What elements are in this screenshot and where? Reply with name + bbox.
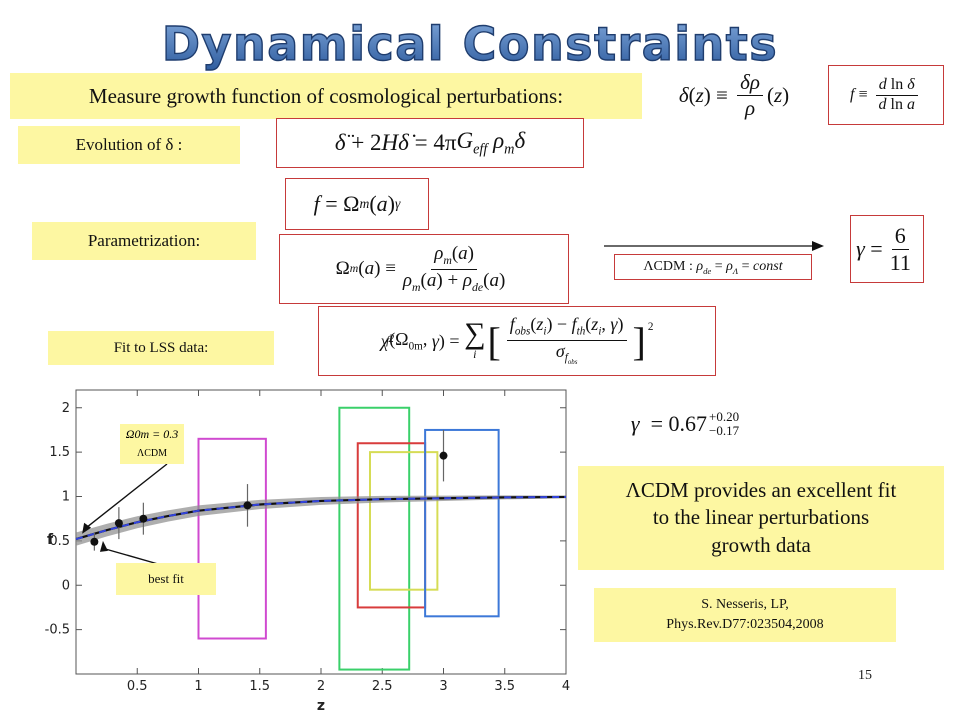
best-fit-label: best fit <box>148 571 184 586</box>
conclusion-box: ΛCDM provides an excellent fit to the li… <box>578 466 944 570</box>
x-tick-label: 1.5 <box>249 679 270 694</box>
conclusion-line-3: growth data <box>711 532 811 557</box>
conclusion-line-2: to the linear perturbations <box>652 505 870 530</box>
reference-line-1: S. Nesseris, LP, <box>701 596 789 612</box>
evolution-label-text: Evolution of δ : <box>75 135 183 154</box>
reference-line-2: Phys.Rev.D77:023504,2008 <box>666 617 824 632</box>
parametrization-label: Parametrization: <box>32 222 256 260</box>
best-fit-band <box>76 495 566 546</box>
y-tick-label: 1 <box>62 490 70 505</box>
x-tick-label: 1 <box>194 679 202 694</box>
best-fit-arrow-head <box>99 540 108 552</box>
lcdm-annotation-box: Ω0m = 0.3 ΛCDM <box>120 424 184 464</box>
data-point <box>90 537 99 546</box>
x-tick-label: 4 <box>562 679 570 694</box>
x-tick-label: 2.5 <box>372 679 393 694</box>
x-tick-label: 2 <box>317 679 325 694</box>
survey-rectangle-1 <box>197 437 267 640</box>
reference-box: S. Nesseris, LP, Phys.Rev.D77:023504,200… <box>594 588 896 642</box>
gamma-lcdm-equation: γ = 6 11 <box>850 215 924 283</box>
y-tick-label: 0 <box>62 578 70 593</box>
lcdm-curve <box>75 495 567 541</box>
best-fit-annotation: best fit <box>116 563 216 595</box>
parametrization-label-text: Parametrization: <box>87 231 201 250</box>
slide-title: Dynamical Constraints <box>161 16 778 71</box>
survey-rectangle-5 <box>424 428 500 618</box>
data-point <box>243 501 252 510</box>
x-tick-label: 3 <box>439 679 447 694</box>
gamma-fit-equation: γ = 0.67 +0.20 −0.17 <box>595 404 775 444</box>
conclusion-line-1: ΛCDM provides an excellent fit <box>625 478 897 503</box>
slide-title-text: Dynamical Constraints <box>162 17 778 71</box>
lcdm-arrow-head <box>82 522 92 534</box>
evolution-label: Evolution of δ : <box>18 126 240 164</box>
y-tick-label: 0.5 <box>49 534 70 549</box>
fit-lss-label-text: Fit to LSS data: <box>113 339 209 356</box>
growth-chart: 0.5 1 1.5 2 2.5 3 3.5 4 2 1.5 1 0.5 0 -0.5 z f <box>30 382 578 720</box>
delta-definition-equation: δ(z) ≡ δρ ρ (z) <box>650 71 818 119</box>
data-point <box>439 451 448 460</box>
lcdm-equation: ΛCDM : ρde = ρΛ = const <box>614 254 812 280</box>
y-axis-label: f <box>47 532 54 548</box>
measure-label-text: Measure growth function of cosmological … <box>88 83 564 108</box>
y-tick-label: -0.5 <box>45 623 70 638</box>
x-tick-label: 0.5 <box>127 679 148 694</box>
survey-rectangle-4 <box>369 451 439 591</box>
survey-rectangle-2 <box>338 406 411 671</box>
data-point <box>139 514 148 523</box>
measure-label: Measure growth function of cosmological … <box>10 73 642 119</box>
lcdm-arrow <box>85 463 168 529</box>
x-axis-label: z <box>317 698 325 714</box>
lcdm-omega-label: Ω0m = 0.3 <box>125 427 179 441</box>
fit-lss-label: Fit to LSS data: <box>48 331 274 365</box>
y-tick-label: 1.5 <box>49 445 70 460</box>
y-tick-label: 2 <box>62 401 70 416</box>
data-point <box>114 519 123 528</box>
lcdm-tag-label: ΛCDM <box>136 448 168 459</box>
page-number: 15 <box>858 668 872 683</box>
best-fit-arrow <box>104 548 159 565</box>
arrow-to-lcdm <box>604 241 824 251</box>
x-tick-label: 3.5 <box>494 679 515 694</box>
